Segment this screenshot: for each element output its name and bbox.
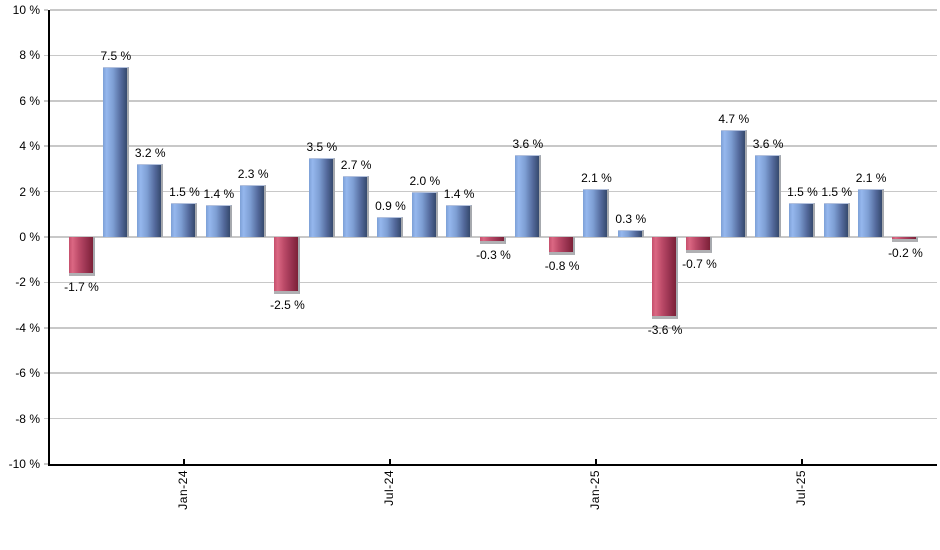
y-tick-label: -6 % xyxy=(15,366,40,381)
bar-value-label: 2.1 % xyxy=(581,171,612,186)
bar xyxy=(137,164,164,237)
bar xyxy=(446,205,473,237)
gridline xyxy=(50,372,937,374)
gridline xyxy=(50,417,937,420)
bar xyxy=(377,216,404,237)
bar-value-label: 2.3 % xyxy=(237,166,269,181)
bar xyxy=(583,189,610,237)
x-tick xyxy=(183,459,186,464)
bar xyxy=(617,230,644,237)
bar-value-label: -0.2 % xyxy=(888,245,923,260)
y-tick-label: 6 % xyxy=(19,93,40,108)
x-tick-label: Jul-25 xyxy=(794,470,809,506)
bar xyxy=(205,205,232,237)
y-tick-label: -2 % xyxy=(15,275,40,290)
x-tick xyxy=(389,459,392,464)
y-tick-label: 4 % xyxy=(19,139,40,154)
bar xyxy=(411,191,438,237)
y-tick-label: 8 % xyxy=(19,48,40,63)
bar xyxy=(514,155,541,237)
bar xyxy=(858,189,885,237)
x-tick xyxy=(801,459,804,464)
bar xyxy=(274,237,301,294)
gridline xyxy=(50,9,937,11)
y-tick xyxy=(44,281,48,284)
y-tick xyxy=(44,100,48,102)
bar xyxy=(308,157,335,237)
bar-value-label: -0.3 % xyxy=(476,247,511,262)
bar-value-label: 4.7 % xyxy=(718,112,750,127)
gridline xyxy=(50,190,937,193)
bar xyxy=(755,155,782,237)
y-tick xyxy=(44,145,48,147)
bar xyxy=(789,202,816,237)
bar-value-label: -0.8 % xyxy=(544,259,580,274)
bar xyxy=(240,184,267,237)
bar xyxy=(720,130,747,237)
bar xyxy=(68,237,95,276)
bar xyxy=(480,237,507,244)
bar xyxy=(549,237,576,256)
bar xyxy=(652,237,679,319)
bar-value-label: 3.6 % xyxy=(512,137,544,152)
bar xyxy=(171,202,198,237)
y-tick xyxy=(44,9,48,11)
bar xyxy=(823,202,850,237)
y-tick xyxy=(44,190,48,193)
y-tick-label: 0 % xyxy=(19,230,40,244)
x-tick-label: Jul-24 xyxy=(382,470,397,506)
bar xyxy=(686,237,713,253)
y-tick-label: -4 % xyxy=(15,320,40,335)
bar-value-label: 2.1 % xyxy=(855,171,887,186)
bar xyxy=(343,175,370,237)
y-tick xyxy=(44,327,48,329)
gridline xyxy=(50,100,937,102)
y-tick xyxy=(44,236,48,238)
bar xyxy=(102,66,129,237)
x-tick xyxy=(595,459,598,464)
y-tick xyxy=(44,463,48,465)
y-tick-label: -10 % xyxy=(8,457,40,471)
bar-value-label: -3.6 % xyxy=(647,322,683,337)
x-tick-label: Jan-24 xyxy=(176,470,191,510)
gridline xyxy=(50,281,937,284)
x-tick-label: Jan-25 xyxy=(588,470,603,510)
gridline xyxy=(50,327,937,329)
bar-value-label: -2.5 % xyxy=(270,297,305,312)
plot-area: -1.7 % 7.5 % 3.2 % 1.5 % 1.4 % 2.3 % -2.5 % 3.5… xyxy=(48,9,937,466)
y-tick-label: 10 % xyxy=(12,3,40,17)
gridline xyxy=(50,54,937,57)
bar-value-label: 2.0 % xyxy=(409,173,441,188)
bar xyxy=(892,237,919,242)
y-tick xyxy=(44,54,48,57)
gridline xyxy=(50,145,937,147)
y-tick xyxy=(44,372,48,374)
y-tick xyxy=(44,417,48,420)
y-tick-label: -8 % xyxy=(15,411,40,426)
y-tick-label: 2 % xyxy=(19,184,40,199)
